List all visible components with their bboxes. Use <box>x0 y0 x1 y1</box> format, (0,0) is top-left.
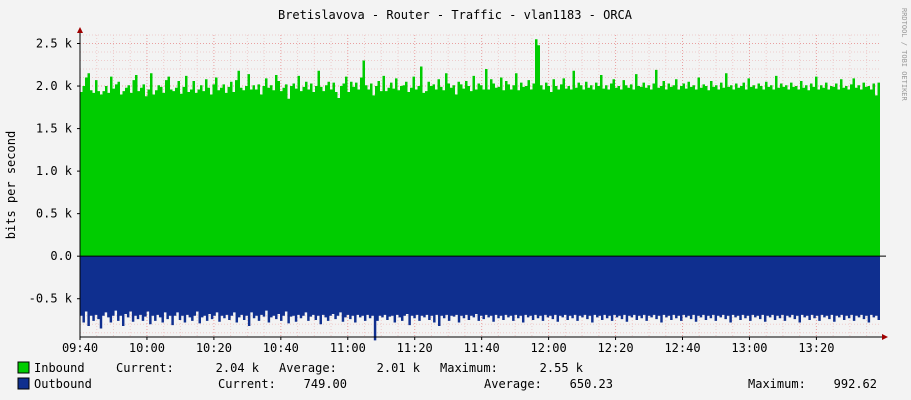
y-tick-label: 0.0 <box>50 249 72 263</box>
y-tick-label: 1.0 k <box>36 164 73 178</box>
inbound-swatch <box>17 361 30 374</box>
axes <box>77 27 888 340</box>
outbound-swatch <box>17 377 30 390</box>
x-tick-label: 09:40 <box>62 341 98 355</box>
x-tick-label: 11:20 <box>397 341 433 355</box>
outbound-average-value: 650.23 <box>570 377 613 391</box>
x-tick-label: 11:00 <box>330 341 366 355</box>
y-tick-label: 2.0 k <box>36 79 73 93</box>
inbound-average-value: 2.01 k <box>377 361 421 375</box>
outbound-name: Outbound <box>34 377 92 391</box>
x-tick-label: 10:00 <box>129 341 165 355</box>
plot-areas <box>80 39 880 341</box>
inbound-current-value: 2.04 k <box>216 361 260 375</box>
x-tick-label: 12:40 <box>664 341 700 355</box>
outbound-average-label: Average: <box>484 377 542 391</box>
x-axis-arrow <box>882 334 888 340</box>
chart-title: Bretislavova - Router - Traffic - vlan11… <box>278 8 633 22</box>
outbound-current-label: Current: <box>218 377 276 391</box>
outbound-maximum-label: Maximum: <box>748 377 806 391</box>
y-tick-labels: 2.5 k 2.0 k 1.5 k 1.0 k 0.5 k 0.0 -0.5 k <box>29 37 73 306</box>
x-tick-label: 12:00 <box>531 341 567 355</box>
legend-inbound: Inbound Current: 2.04 k Average: 2.01 k … <box>17 361 584 375</box>
x-tick-label: 13:00 <box>731 341 767 355</box>
inbound-area <box>80 39 880 257</box>
inbound-maximum-value: 2.55 k <box>540 361 584 375</box>
y-axis-arrow <box>77 27 83 33</box>
y-tick-label: 1.5 k <box>36 122 73 136</box>
inbound-average-label: Average: <box>279 361 337 375</box>
x-tick-label: 10:40 <box>263 341 299 355</box>
x-tick-labels: 09:40 10:00 10:20 10:40 11:00 11:20 11:40 12:00… <box>62 341 835 355</box>
legend: Inbound Current: 2.04 k Average: 2.01 k … <box>17 361 877 391</box>
inbound-name: Inbound <box>34 361 85 375</box>
y-tick-label: -0.5 k <box>29 292 73 306</box>
outbound-maximum-value: 992.62 <box>834 377 877 391</box>
y-tick-label: 0.5 k <box>36 207 73 221</box>
legend-outbound: Outbound Current: 749.00 Average: 650.23… <box>17 377 877 391</box>
outbound-area <box>80 256 880 341</box>
x-tick-label: 13:20 <box>798 341 834 355</box>
x-tick-label: 11:40 <box>464 341 500 355</box>
x-tick-label: 10:20 <box>196 341 232 355</box>
y-axis-label: bits per second <box>4 131 18 239</box>
inbound-current-label: Current: <box>116 361 174 375</box>
x-tick-label: 12:20 <box>598 341 634 355</box>
rrdtool-watermark: RRDTOOL / TOBI OETIKER <box>900 8 908 102</box>
y-tick-label: 2.5 k <box>36 37 73 51</box>
inbound-maximum-label: Maximum: <box>440 361 498 375</box>
outbound-current-value: 749.00 <box>304 377 347 391</box>
